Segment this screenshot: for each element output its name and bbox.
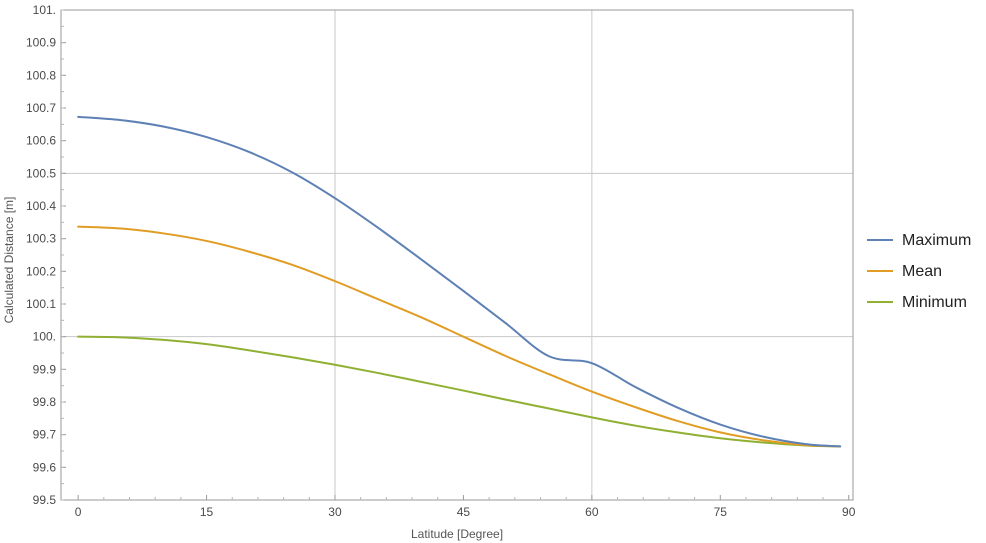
legend-item-minimum: Minimum — [867, 294, 967, 311]
x-axis-title: Latitude [Degree] — [411, 527, 503, 541]
y-tick-label: 100.8 — [26, 68, 56, 82]
x-tick-label: 45 — [457, 505, 471, 519]
y-tick-label: 100.3 — [26, 232, 56, 246]
y-tick-label: 100.9 — [26, 36, 56, 50]
y-tick-label: 100. — [33, 330, 56, 344]
grid-lines — [61, 10, 853, 500]
y-tick-label: 99.7 — [33, 428, 57, 442]
series-lines — [77, 115, 842, 448]
series-line-mean — [77, 225, 842, 448]
x-tick-label: 15 — [200, 505, 214, 519]
legend-item-maximum: Maximum — [867, 232, 971, 249]
series-line-maximum — [77, 115, 842, 448]
y-tick-label: 101. — [33, 3, 56, 17]
y-tick-label: 100.4 — [26, 199, 56, 213]
y-tick-label: 100.5 — [26, 166, 56, 180]
y-tick-label: 100.2 — [26, 264, 56, 278]
y-axis-title: Calculated Distance [m] — [2, 197, 16, 324]
legend-label: Maximum — [902, 232, 971, 249]
y-tick-label: 100.7 — [26, 101, 56, 115]
legend-item-mean: Mean — [867, 263, 942, 280]
x-tick-label: 90 — [842, 505, 856, 519]
series-line-minimum — [77, 335, 842, 448]
y-tick-label: 99.5 — [33, 493, 57, 507]
x-tick-label: 60 — [585, 505, 599, 519]
y-tick-label: 99.6 — [33, 460, 57, 474]
x-tick-label: 30 — [328, 505, 342, 519]
y-tick-label: 100.6 — [26, 134, 56, 148]
x-tick-label: 0 — [75, 505, 82, 519]
y-tick-label: 99.8 — [33, 395, 57, 409]
y-tick-label: 99.9 — [33, 362, 57, 376]
x-axis-ticks: 0 15 30 45 60 75 90 — [75, 495, 856, 519]
y-axis-ticks: 99.5 99.6 99.7 99.8 99.9 100. 100.1 100.2 100.3 1… — [26, 3, 66, 507]
plot-frame — [60, 9, 854, 501]
x-tick-label: 75 — [714, 505, 728, 519]
y-tick-label: 100.1 — [26, 297, 56, 311]
legend: Maximum Mean Minimum — [867, 232, 971, 311]
legend-label: Mean — [902, 263, 942, 280]
legend-label: Minimum — [902, 294, 967, 311]
